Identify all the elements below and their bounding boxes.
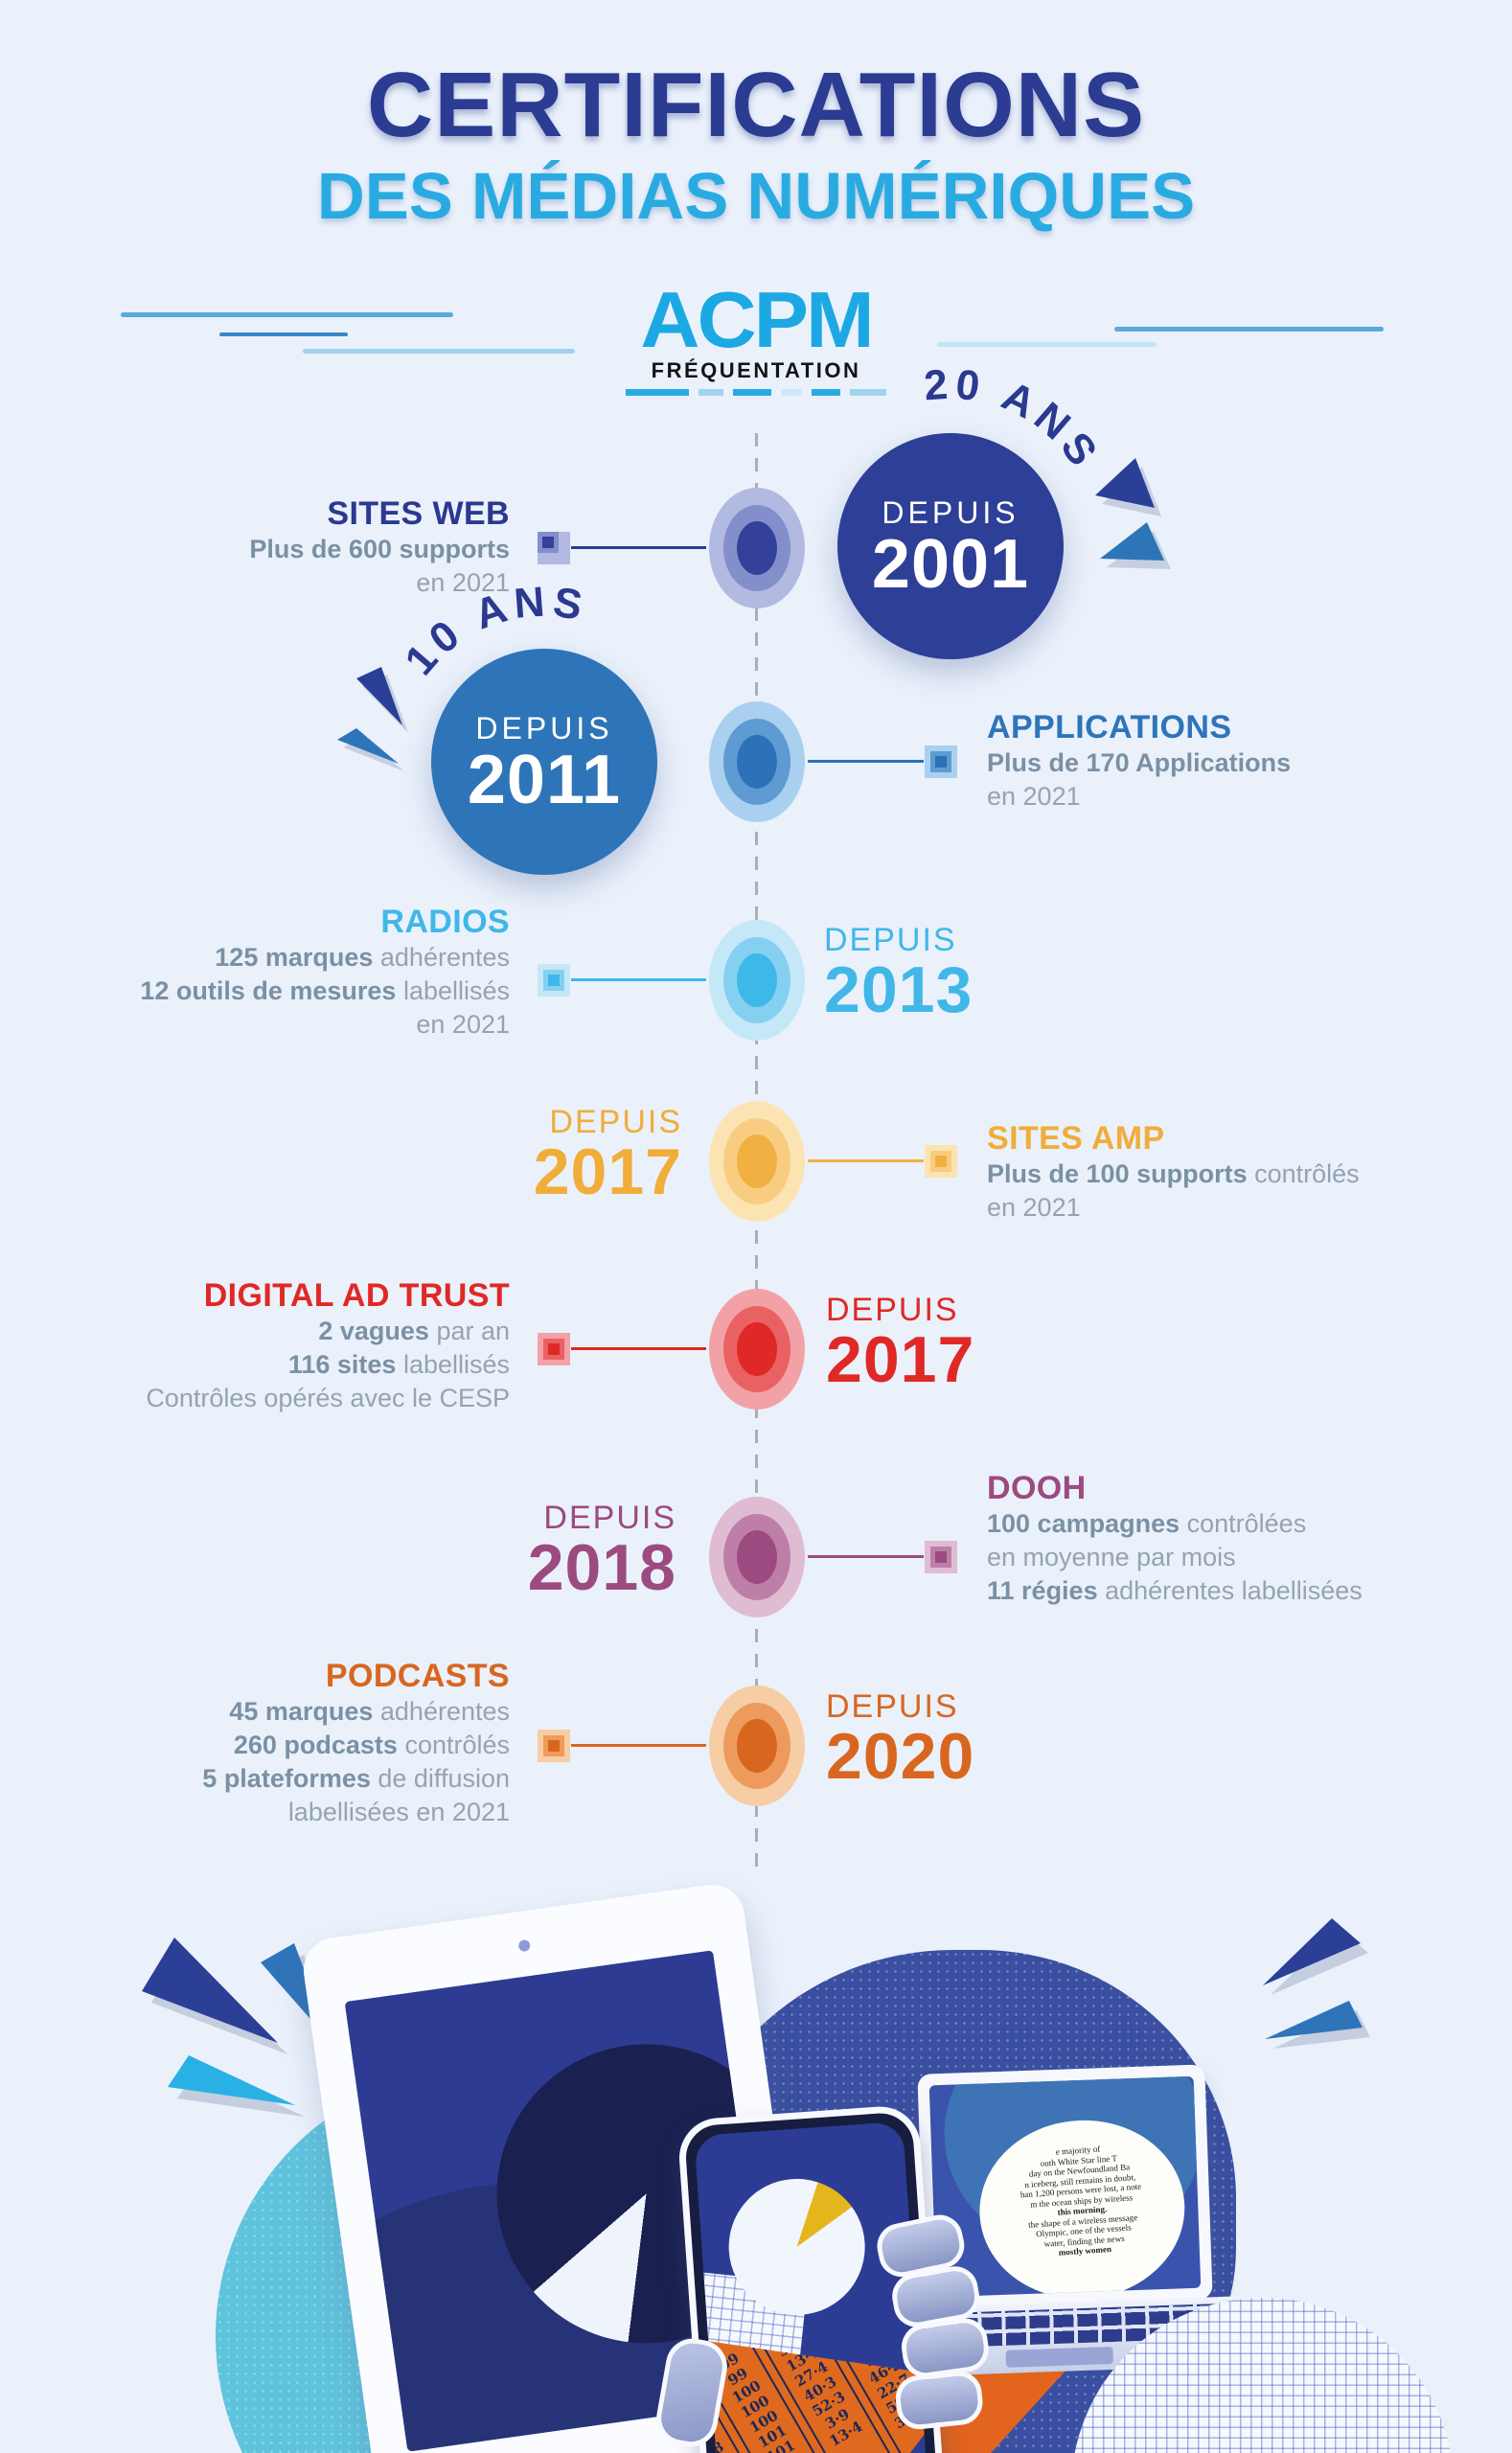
milestone-line: en 2021: [416, 1010, 510, 1039]
hand-finger: [893, 2369, 985, 2432]
milestone-line: 125 marques adhérentes: [215, 943, 510, 972]
milestone-line: Plus de 170 Applications: [987, 748, 1292, 777]
badge-prefix: DEPUIS: [543, 1500, 676, 1536]
timeline-dot: [925, 745, 957, 778]
milestone-heading: RADIOS: [380, 904, 510, 940]
timeline-dot: [538, 1730, 570, 1762]
connector-line: [808, 1159, 924, 1162]
milestone-line: labellisées en 2021: [287, 1798, 510, 1826]
timeline-dot: [538, 964, 570, 997]
milestone-line: 5 plateformes de diffusion: [202, 1764, 510, 1793]
timeline-node-2018: [709, 1497, 805, 1617]
milestone-line: 45 marques adhérentes: [229, 1697, 510, 1726]
milestone-line: en moyenne par mois: [987, 1543, 1236, 1571]
timeline-dot: [538, 1333, 570, 1365]
badge-year: 2011: [467, 742, 622, 818]
milestone-heading: APPLICATIONS: [987, 709, 1232, 745]
connector-line: [571, 546, 706, 549]
milestone-applications: APPLICATIONS Plus de 170 Applications en…: [987, 708, 1437, 814]
timeline-dot: [925, 1145, 957, 1178]
timeline-node-2013: [709, 920, 805, 1041]
accent-shards: [337, 667, 408, 771]
badge-year: 2001: [871, 526, 1030, 603]
decor-line: [303, 349, 575, 354]
anniversary-arc-10-ans: 10 ANS: [396, 578, 585, 684]
connector-line: [571, 1347, 706, 1350]
year-badge-2020: DEPUIS 2020: [826, 1686, 975, 1793]
milestone-heading: DOOH: [987, 1470, 1087, 1506]
badge-year: 2018: [527, 1531, 676, 1604]
connector-line: [571, 1744, 706, 1747]
badge-year: 2013: [824, 953, 974, 1026]
acpm-logo-dashes: [0, 389, 1512, 396]
acpm-logo: ACPM FRÉQUENTATION: [0, 275, 1512, 396]
connector-line: [808, 1555, 924, 1558]
timeline-node-2017-dat: [709, 1289, 805, 1410]
milestone-line: 100 campagnes contrôlées: [987, 1509, 1307, 1538]
svg-text:20 ANS: 20 ANS: [923, 360, 1110, 478]
timeline-node-2011: [709, 701, 805, 822]
year-badge-2017-dat: DEPUIS 2017: [826, 1290, 975, 1396]
badge-year: 2017: [533, 1135, 682, 1208]
timeline-node-2001: [709, 488, 805, 608]
milestone-line: 11 régies adhérentes labellisées: [987, 1576, 1363, 1605]
milestone-line: en 2021: [416, 568, 510, 597]
hand-holding-phone: 6·47 6·37 6·27 6·17 6·08 5·98 5·87 5·78 …: [650, 2093, 999, 2453]
year-badge-2013: DEPUIS 2013: [824, 920, 974, 1026]
timeline-node-2020: [709, 1685, 805, 1806]
badge-prefix: DEPUIS: [882, 495, 1019, 530]
year-badge-2018: DEPUIS 2018: [389, 1498, 676, 1604]
milestone-heading: PODCASTS: [325, 1658, 510, 1694]
badge-prefix: DEPUIS: [826, 1292, 959, 1328]
year-badge-2011: DEPUIS 2011: [431, 649, 657, 875]
accent-shards: [1095, 458, 1171, 569]
milestone-dooh: DOOH 100 campagnes contrôlées en moyenne…: [987, 1469, 1437, 1608]
milestone-line: Plus de 600 supports: [249, 535, 510, 563]
milestone-line: 260 podcasts contrôlés: [233, 1731, 510, 1759]
milestone-heading: DIGITAL AD TRUST: [203, 1277, 510, 1314]
milestone-digital-ad-trust: DIGITAL AD TRUST 2 vagues par an 116 sit…: [59, 1276, 510, 1415]
connector-line: [571, 978, 706, 981]
decor-line: [1114, 327, 1384, 332]
badge-year: 2017: [826, 1323, 975, 1396]
milestone-line: 12 outils de mesures labellisés: [140, 976, 510, 1005]
acpm-logo-subtitle: FRÉQUENTATION: [651, 358, 861, 382]
connector-line: [808, 760, 924, 763]
year-badge-2001: DEPUIS 2001: [837, 433, 1064, 659]
milestone-line: en 2021: [987, 782, 1081, 811]
timeline-node-2017-amp: [709, 1101, 805, 1222]
milestone-line: 116 sites labellisés: [287, 1350, 510, 1379]
badge-prefix: DEPUIS: [826, 1688, 959, 1725]
milestone-line: Contrôles opérés avec le CESP: [146, 1384, 510, 1412]
milestone-sites-web: SITES WEB Plus de 600 supports en 2021: [59, 494, 510, 600]
tablet-camera-dot: [517, 1938, 532, 1953]
milestone-heading: SITES AMP: [987, 1120, 1165, 1157]
page-subtitle: DES MÉDIAS NUMÉRIQUES: [316, 159, 1196, 233]
timeline-dot: [925, 1541, 957, 1573]
badge-year: 2020: [826, 1720, 975, 1793]
laptop-touchpad: [1005, 2346, 1113, 2368]
badge-prefix: DEPUIS: [475, 711, 613, 745]
milestone-line: 2 vagues par an: [318, 1317, 510, 1345]
decor-line: [121, 312, 453, 317]
decor-line: [219, 332, 348, 336]
page-title: CERTIFICATIONS: [366, 54, 1146, 156]
badge-prefix: DEPUIS: [549, 1104, 682, 1140]
badge-prefix: DEPUIS: [824, 922, 957, 958]
acpm-logo-wordmark: ACPM: [640, 275, 874, 365]
accent-shards-right: [1263, 1918, 1370, 2049]
milestone-heading: SITES WEB: [327, 495, 510, 532]
milestone-line: Plus de 100 supports contrôlés: [987, 1159, 1360, 1188]
year-badge-2017-amp: DEPUIS 2017: [395, 1102, 682, 1208]
milestone-podcasts: PODCASTS 45 marques adhérentes 260 podca…: [59, 1657, 510, 1829]
anniversary-arc-20-ans: 20 ANS: [923, 360, 1110, 478]
milestone-line: en 2021: [987, 1193, 1081, 1222]
milestone-sites-amp: SITES AMP Plus de 100 supports contrôlés…: [987, 1119, 1437, 1225]
timeline-dot: [538, 532, 570, 564]
decor-line: [937, 342, 1157, 347]
milestone-radios: RADIOS 125 marques adhérentes 12 outils …: [59, 903, 510, 1042]
